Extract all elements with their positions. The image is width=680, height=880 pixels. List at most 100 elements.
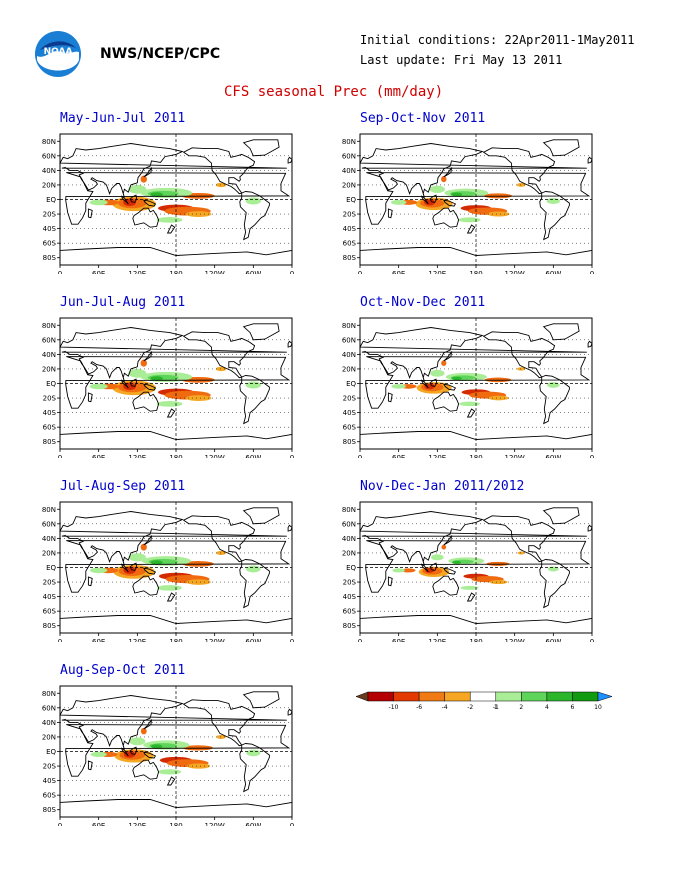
lat-label: 60N xyxy=(42,336,56,344)
coastline xyxy=(59,695,287,750)
legend-label: 10 xyxy=(594,704,602,711)
legend-swatch xyxy=(367,691,394,702)
coastline xyxy=(387,392,393,403)
precip-anomaly-area xyxy=(451,376,462,381)
lon-label: 60E xyxy=(392,270,405,274)
precip-anomaly-area xyxy=(246,749,261,757)
lon-label: 0 xyxy=(58,638,62,642)
lon-label: 180 xyxy=(169,822,182,826)
coastline xyxy=(539,191,570,241)
coastline xyxy=(132,207,160,228)
legend-swatch xyxy=(495,691,522,702)
lat-label: 60S xyxy=(343,608,357,616)
coastline xyxy=(87,208,93,219)
precip-anomaly-area xyxy=(390,199,407,205)
panel-title-1: May-Jun-Jul 2011 xyxy=(60,111,186,126)
lat-label: 80N xyxy=(42,322,56,330)
lon-label: 120W xyxy=(505,270,525,274)
lat-label: 40S xyxy=(343,593,357,601)
lat-label: 80N xyxy=(342,138,356,146)
coastline xyxy=(443,534,453,546)
coastline xyxy=(120,563,129,573)
map-panel-2: 80N 60N 40N 20N EQ 20S 40S 60S 80S 0 60E 120E 180 120… xyxy=(342,133,594,274)
lon-label: 180 xyxy=(169,454,182,458)
precip-anomaly-area xyxy=(129,737,146,746)
legend-label: -2 xyxy=(467,704,473,711)
coastline xyxy=(120,747,129,757)
precip-anomaly-area xyxy=(460,585,479,590)
lat-label: 80S xyxy=(43,254,57,262)
legend-swatch xyxy=(444,691,471,702)
lat-label: 20N xyxy=(342,181,356,189)
lat-label: EQ xyxy=(346,380,356,388)
legend-swatch xyxy=(393,691,420,702)
coastline xyxy=(65,172,291,225)
legend-swatch xyxy=(546,691,573,702)
lat-label: 20S xyxy=(43,395,57,403)
legend-label: -10 xyxy=(389,704,399,711)
coastline xyxy=(132,759,160,780)
precip-anomaly-area xyxy=(140,543,147,551)
map-panel-7: 80N 60N 40N 20N EQ 20S 40S 60S 80S 0 60E 120E 180 120… xyxy=(42,685,294,826)
coastlines xyxy=(359,507,593,634)
coastline xyxy=(166,592,176,602)
lon-label: 60W xyxy=(545,454,561,458)
precip-anomaly-area xyxy=(458,217,481,223)
precip-anomaly-area xyxy=(150,192,164,197)
lat-label: 20S xyxy=(343,579,357,587)
coastline xyxy=(59,327,287,382)
lat-label: 60N xyxy=(42,704,56,712)
precip-anomaly-area xyxy=(245,197,262,205)
lat-label: 40N xyxy=(342,351,356,359)
lat-label: 20N xyxy=(342,549,356,557)
coastline xyxy=(466,592,476,602)
lat-label: 20N xyxy=(42,181,56,189)
coastline xyxy=(443,166,453,178)
lat-label: EQ xyxy=(46,196,56,204)
lon-label: 120E xyxy=(428,454,446,458)
legend-swatch xyxy=(418,691,445,702)
precip-anomaly-area xyxy=(185,395,212,401)
coastline xyxy=(482,147,556,195)
coastline xyxy=(443,350,453,362)
lat-label: 20S xyxy=(343,395,357,403)
lon-label: 120E xyxy=(128,454,146,458)
legend-arrow-right xyxy=(597,691,613,702)
lon-label: 60E xyxy=(392,638,405,642)
grid xyxy=(60,318,292,449)
coastline xyxy=(142,567,157,575)
coastline xyxy=(120,195,129,205)
precip-anomaly-area xyxy=(157,585,182,591)
coastline xyxy=(442,567,457,575)
coastline xyxy=(287,156,293,164)
precip-anomaly-area xyxy=(429,185,446,194)
coastline xyxy=(142,751,157,759)
grid xyxy=(360,318,592,449)
lat-label: 20S xyxy=(43,579,57,587)
lon-label: 0 xyxy=(590,270,594,274)
lat-label: 80N xyxy=(42,506,56,514)
legend-label: -1 xyxy=(493,704,499,711)
coastline xyxy=(466,408,476,418)
lon-label: 60W xyxy=(545,638,561,642)
legend-label: -4 xyxy=(442,704,448,711)
map-panel-3: 80N 60N 40N 20N EQ 20S 40S 60S 80S 0 60E 120E 180 120… xyxy=(42,317,294,458)
precip-anomaly-area xyxy=(517,367,526,371)
coastline xyxy=(542,323,580,341)
coastline xyxy=(87,760,93,771)
lon-label: 60E xyxy=(392,454,405,458)
coastline xyxy=(87,576,93,587)
precip-anomaly-area xyxy=(215,366,227,372)
lon-label: 120E xyxy=(428,638,446,642)
coastline xyxy=(65,356,291,409)
coastline xyxy=(65,724,291,777)
coastlines xyxy=(59,139,293,266)
last-update: Last update: Fri May 13 2011 xyxy=(360,53,563,67)
coastlines xyxy=(59,323,293,450)
precip-anomaly-area xyxy=(424,383,435,390)
lat-label: EQ xyxy=(46,380,56,388)
lat-label: 20N xyxy=(42,365,56,373)
coastline xyxy=(120,379,129,389)
coastline xyxy=(239,743,270,793)
logo-text: NOAA xyxy=(44,47,73,57)
